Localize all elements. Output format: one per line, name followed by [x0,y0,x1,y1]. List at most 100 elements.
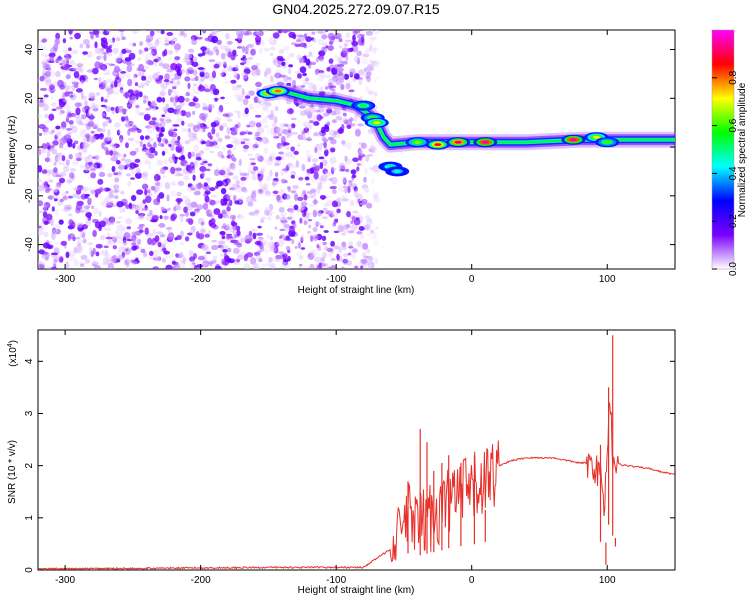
noise-speck [352,34,356,43]
noise-speck [332,167,337,172]
noise-speck [254,152,261,159]
noise-speck [124,57,132,62]
noise-speck [232,183,237,187]
noise-speck [148,74,156,79]
noise-speck [211,194,216,198]
noise-speck [191,86,196,92]
noise-speck [287,208,294,213]
noise-speck [80,254,88,260]
noise-speck [166,69,174,73]
noise-speck [200,76,205,82]
noise-speck [157,136,162,143]
noise-speck [52,260,56,267]
noise-speck [184,140,190,145]
noise-speck [315,131,323,137]
noise-speck [251,229,258,232]
noise-speck [257,120,264,124]
noise-speck [279,144,284,150]
noise-speck [199,166,207,172]
noise-speck [38,249,45,255]
noise-speck [111,254,118,263]
noise-speck [180,110,187,117]
peak-blob-ring [454,140,462,144]
noise-speck [151,100,156,106]
noise-speck [165,264,173,269]
noise-speck [282,129,289,135]
noise-speck [75,88,83,93]
noise-speck [141,207,149,212]
noise-speck [359,34,365,37]
peak-blob-ring [603,140,611,144]
noise-speck [342,244,347,251]
noise-speck [107,173,113,178]
noise-speck [164,148,169,155]
noise-speck [161,114,166,117]
noise-speck [366,202,373,209]
peak-blob-ring [359,104,367,108]
noise-speck [272,32,280,39]
noise-speck [312,226,318,233]
noise-speck [172,128,178,132]
noise-speck [374,47,379,51]
noise-speck [370,229,375,234]
noise-speck [310,235,314,242]
noise-speck [323,141,327,149]
noise-speck [86,122,94,127]
noise-speck [84,100,88,107]
noise-speck [233,187,240,192]
noise-speck [127,137,135,142]
noise-speck [38,113,43,119]
noise-speck [114,122,121,128]
noise-speck [314,165,320,172]
snr-ylabel: SNR (10 * v/v) [7,440,18,504]
noise-speck [308,82,315,90]
noise-speck [59,137,67,145]
noise-speck [357,261,363,266]
noise-speck [118,83,125,88]
noise-speck [301,201,308,207]
noise-speck [324,171,331,177]
noise-speck [176,78,181,87]
noise-speck [286,108,294,115]
noise-speck [361,142,367,149]
noise-speck [148,255,156,260]
noise-speck [305,153,313,160]
noise-speck [360,258,368,265]
noise-speck [258,258,263,263]
noise-speck [260,168,265,174]
noise-speck [151,117,157,121]
noise-speck [186,203,193,211]
noise-speck [90,172,96,179]
noise-speck [202,128,206,132]
noise-speck [319,72,324,79]
noise-speck [357,123,364,127]
colorbar-tick-label: 0.8 [728,70,739,84]
noise-speck [306,131,310,136]
noise-speck [273,116,278,124]
noise-speck [156,194,161,203]
noise-speck [187,131,195,139]
noise-speck [103,72,111,76]
noise-speck [100,113,106,117]
noise-speck [285,151,293,158]
x-tick-label: 100 [599,575,616,586]
noise-speck [331,257,336,262]
noise-speck [93,77,98,81]
noise-speck [341,232,346,236]
noise-speck [190,37,194,45]
noise-speck [125,118,130,122]
noise-speck [260,184,267,190]
noise-speck [348,230,355,234]
noise-speck [242,189,249,193]
noise-speck [342,189,348,192]
noise-speck [80,68,84,74]
noise-speck [225,224,233,229]
noise-speck [187,69,195,75]
noise-speck [71,158,77,166]
noise-speck [60,49,68,53]
noise-speck [51,229,56,237]
noise-speck [221,52,226,60]
noise-speck [295,85,302,91]
noise-speck [68,120,74,125]
noise-speck [269,236,274,241]
